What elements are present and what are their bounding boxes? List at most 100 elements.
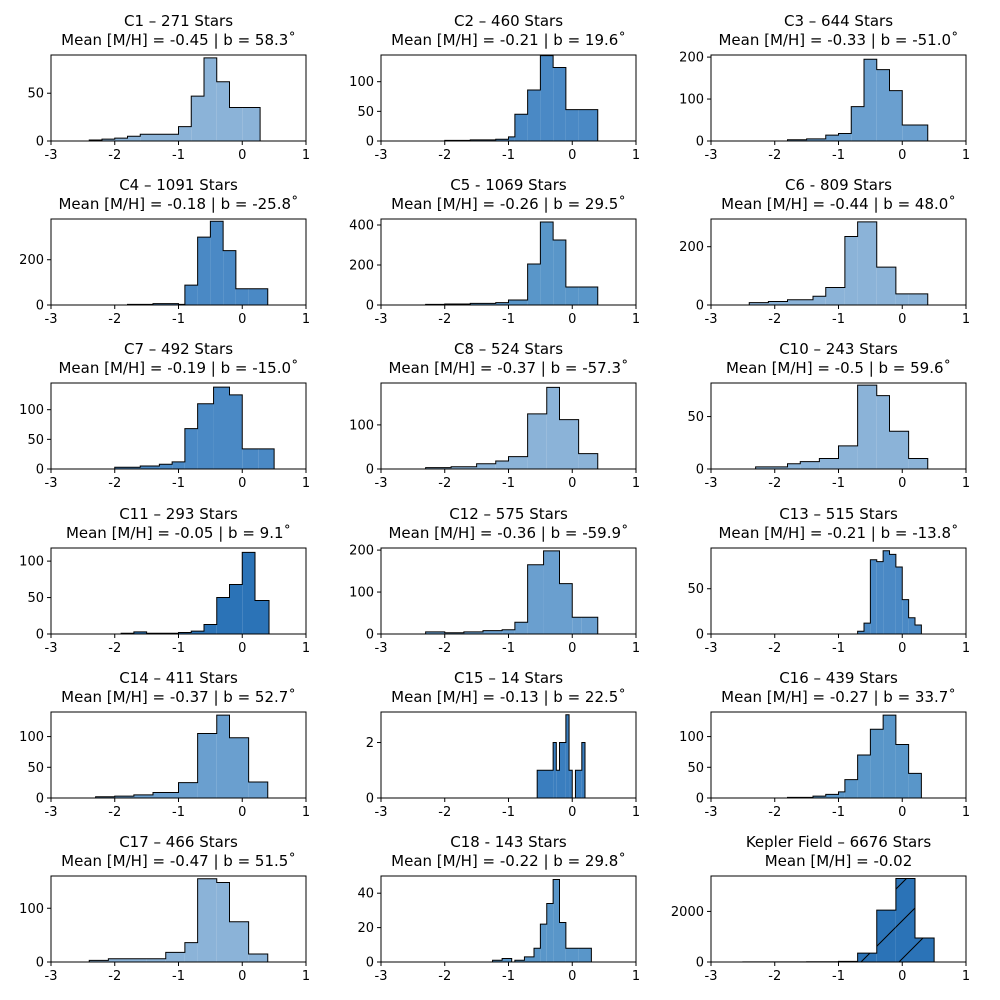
x-tick-label: -1	[832, 969, 845, 984]
y-tick-label: 100	[679, 730, 704, 745]
x-tick-label: -1	[502, 148, 515, 163]
chart-title: Kepler Field – 6676 Stars	[746, 833, 932, 851]
y-tick-label: 50	[27, 591, 44, 606]
x-tick-label: 0	[568, 805, 576, 820]
y-tick-label: 40	[357, 887, 374, 902]
bar	[895, 744, 909, 798]
bar	[902, 599, 909, 634]
y-tick-label: 2	[366, 736, 374, 751]
y-tick-label: 0	[696, 135, 704, 150]
bar	[540, 222, 554, 305]
bar	[787, 139, 807, 141]
bar	[470, 139, 496, 141]
bar	[216, 81, 230, 141]
bar	[146, 958, 166, 962]
bar	[889, 431, 909, 469]
chart-subtitle: Mean [M/H] = -0.22 | b = 29.8˚	[391, 852, 626, 870]
y-tick-label: 0	[696, 299, 704, 314]
x-tick-label: 0	[238, 969, 246, 984]
bars	[425, 550, 598, 634]
y-tick-label: 2000	[671, 905, 704, 920]
bar	[889, 90, 903, 141]
bar	[553, 879, 560, 962]
bar	[204, 624, 217, 634]
bar	[463, 631, 483, 634]
bar	[114, 796, 134, 798]
bar	[492, 960, 503, 962]
y-tick-label: 50	[27, 87, 44, 102]
y-tick-label: 200	[679, 51, 704, 66]
bar	[787, 463, 801, 469]
bar	[908, 617, 915, 634]
y-tick-label: 0	[36, 628, 44, 643]
x-tick-label: 0	[238, 476, 246, 491]
bar	[204, 57, 217, 141]
bar	[908, 773, 922, 798]
x-tick-label: -1	[832, 312, 845, 327]
x-tick-label: -1	[172, 805, 185, 820]
bar	[895, 293, 909, 305]
y-tick-label: 100	[679, 93, 704, 108]
bars	[114, 387, 275, 469]
bar	[857, 755, 871, 798]
bar	[444, 632, 464, 634]
x-tick-label: -3	[375, 312, 388, 327]
bar	[102, 139, 115, 141]
bar	[876, 267, 896, 305]
bar	[229, 107, 243, 141]
chart-title: C15 – 14 Stars	[454, 669, 563, 687]
x-tick-label: 0	[568, 312, 576, 327]
chart-subtitle: Mean [M/H] = -0.21 | b = -13.8˚	[718, 524, 958, 542]
y-tick-label: 0	[36, 463, 44, 478]
chart-title: C1 – 271 Stars	[124, 12, 233, 30]
bar	[565, 948, 579, 962]
x-tick-label: -2	[768, 312, 781, 327]
chart-title: C18 - 143 Stars	[450, 833, 567, 851]
y-tick-label: 200	[349, 544, 374, 559]
y-tick-label: 50	[357, 105, 374, 120]
histogram-outline	[787, 714, 922, 798]
panel-c4: C4 – 1091 Stars Mean [M/H] = -0.18 | b = …	[0, 164, 330, 328]
y-tick-label: 100	[19, 403, 44, 418]
bar	[572, 617, 582, 634]
bars	[425, 387, 598, 469]
x-tick-label: -1	[502, 969, 515, 984]
chart-subtitle: Mean [M/H] = -0.47 | b = 51.5˚	[61, 852, 296, 870]
bar	[844, 236, 858, 305]
bar	[524, 956, 534, 962]
bar	[546, 387, 560, 469]
bar	[178, 632, 192, 634]
bars	[95, 715, 268, 798]
x-tick-label: 0	[898, 805, 906, 820]
bar	[197, 403, 214, 469]
bar	[527, 89, 541, 141]
x-tick-label: -2	[108, 148, 121, 163]
bars	[787, 715, 922, 798]
bar	[153, 792, 179, 798]
bar	[813, 296, 826, 305]
bar	[197, 237, 211, 305]
bar	[534, 948, 541, 962]
bar	[581, 742, 585, 798]
x-tick-label: -3	[705, 476, 718, 491]
x-tick-label: -1	[502, 805, 515, 820]
chart-subtitle: Mean [M/H] = -0.37 | b = 52.7˚	[61, 688, 296, 706]
y-tick-label: 0	[696, 956, 704, 971]
bar	[514, 114, 528, 141]
bar	[514, 622, 528, 634]
y-tick-label: 200	[349, 259, 374, 274]
bar	[768, 301, 788, 305]
y-tick-label: 0	[366, 299, 374, 314]
chart-subtitle: Mean [M/H] = -0.02	[765, 852, 913, 870]
bar	[581, 617, 598, 634]
x-tick-label: -3	[375, 476, 388, 491]
x-tick-label: -3	[45, 641, 58, 656]
bar-hatch	[915, 937, 935, 962]
bar	[908, 293, 928, 305]
